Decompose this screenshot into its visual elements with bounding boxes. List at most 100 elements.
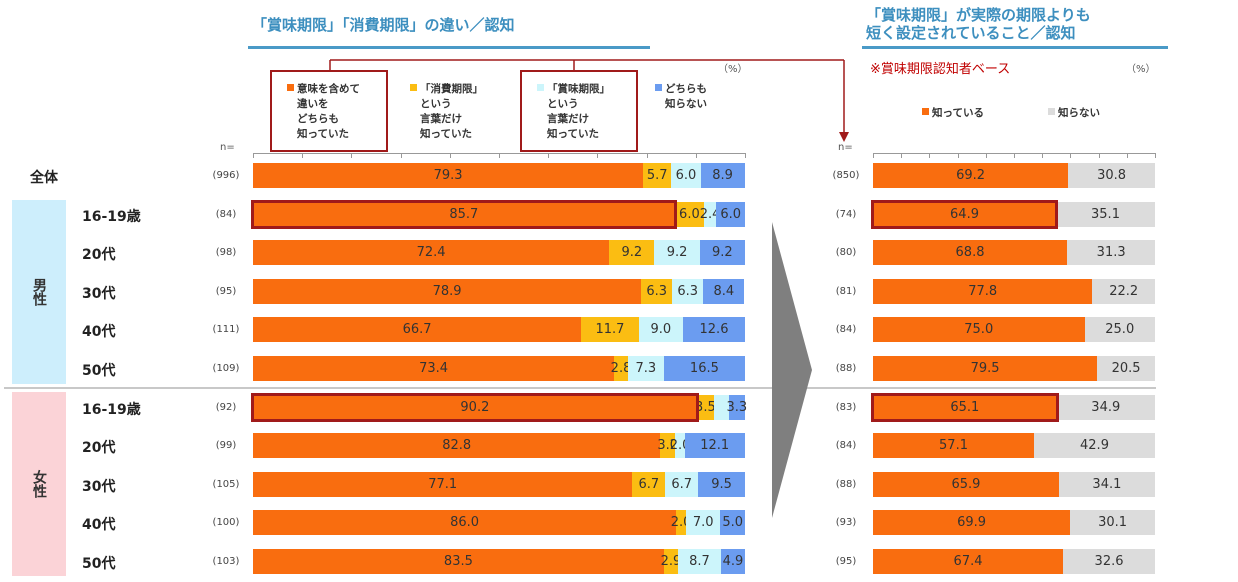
bar-value-label: 64.9 bbox=[950, 206, 979, 222]
left-chart-title: 「賞味期限」「消費期限」の違い／認知 bbox=[252, 16, 515, 34]
bar-left-3: 8.4 bbox=[703, 278, 745, 304]
bar-right-1: 34.1 bbox=[1058, 471, 1155, 497]
row-label: 16-19歳 bbox=[82, 401, 141, 418]
legend-text-line: という bbox=[410, 97, 483, 112]
bar-left-2: 8.7 bbox=[678, 549, 721, 574]
bar-value-label: 2.9 bbox=[660, 554, 682, 569]
left-axis-tick bbox=[548, 153, 550, 158]
right-n-label: n= bbox=[838, 142, 853, 153]
bar-right-0: 77.8 bbox=[873, 278, 1093, 304]
bar-value-label: 68.8 bbox=[955, 245, 985, 261]
gender-label-female: 女性 bbox=[31, 470, 47, 498]
legend-highlight-box-1 bbox=[270, 70, 388, 152]
legend-text-line: 知っていた bbox=[410, 127, 483, 142]
bar-left-0: 85.7 bbox=[253, 201, 675, 227]
bar-left-2: 6.3 bbox=[672, 278, 704, 304]
left-axis-tick bbox=[745, 153, 746, 158]
bar-left-3: 3.3 bbox=[727, 394, 747, 420]
bar-left-2: 9.0 bbox=[638, 317, 683, 343]
right-title-underline bbox=[862, 46, 1168, 49]
row-n-right: (74) bbox=[835, 208, 857, 220]
legend-label: という bbox=[420, 98, 452, 110]
legend-highlight-box-2 bbox=[520, 70, 638, 152]
bar-right-1: 35.1 bbox=[1056, 201, 1155, 227]
legend-label: 言葉だけ bbox=[547, 113, 589, 125]
gender-label-male: 男性 bbox=[31, 278, 47, 306]
left-title-underline bbox=[248, 46, 650, 49]
left-axis-tick bbox=[499, 153, 500, 158]
right-chart-title-line2: 短く設定されていること／認知 bbox=[866, 24, 1076, 42]
bar-left-3: 8.9 bbox=[700, 163, 745, 188]
bar-right-0: 65.1 bbox=[873, 394, 1057, 420]
bar-value-label: 12.1 bbox=[700, 438, 730, 454]
highlight-right bbox=[871, 392, 1059, 422]
bar-right-1: 31.3 bbox=[1067, 240, 1156, 266]
row-n-right: (84) bbox=[835, 440, 857, 452]
bar-left-3: 12.6 bbox=[683, 317, 745, 343]
bar-value-label: 9.2 bbox=[712, 245, 733, 261]
row-n-right: (81) bbox=[835, 285, 857, 297]
legend-text-line: 知らない bbox=[655, 97, 707, 112]
bar-left-2: 2.0 bbox=[670, 433, 690, 459]
bar-value-label: 7.3 bbox=[635, 361, 657, 376]
bar-value-label: 86.0 bbox=[450, 515, 480, 531]
bar-right-1: 34.9 bbox=[1056, 394, 1155, 420]
bar-value-label: 42.9 bbox=[1080, 438, 1109, 454]
bar-left-0: 66.7 bbox=[253, 317, 582, 343]
bar-value-label: 6.0 bbox=[679, 206, 700, 222]
bar-left-2: 9.2 bbox=[654, 240, 700, 266]
bar-left-1: 5.7 bbox=[643, 163, 672, 188]
bar-right-0: 67.4 bbox=[873, 549, 1064, 574]
bar-value-label: 79.3 bbox=[433, 168, 463, 183]
row-n-right: (84) bbox=[835, 324, 857, 336]
bar-right-0: 68.8 bbox=[873, 240, 1068, 266]
legend-text-line: 言葉だけ bbox=[410, 112, 483, 127]
left-axis-tick bbox=[695, 153, 697, 158]
legend-item-left-3: どちらも 知らない bbox=[655, 82, 707, 112]
legend-swatch bbox=[537, 84, 544, 91]
legend-swatch-orange bbox=[922, 108, 929, 115]
bar-value-label: 65.9 bbox=[951, 476, 981, 492]
right-unit-label: （%） bbox=[1126, 64, 1156, 75]
bar-value-label: 78.9 bbox=[432, 283, 462, 299]
left-axis-tick bbox=[449, 153, 451, 158]
bar-left-3: 16.5 bbox=[663, 356, 745, 381]
bar-value-label: 35.1 bbox=[1091, 206, 1120, 222]
highlight-left bbox=[251, 199, 677, 229]
bar-right-0: 79.5 bbox=[873, 356, 1098, 381]
row-n-left: (92) bbox=[215, 401, 237, 413]
bar-value-label: 16.5 bbox=[689, 361, 719, 376]
bar-value-label: 75.0 bbox=[964, 322, 994, 338]
legend-label: 知っていた bbox=[297, 128, 349, 140]
legend-text-line: 知っていた bbox=[537, 127, 610, 142]
right-axis-tick bbox=[1098, 153, 1100, 158]
row-label: 全体 bbox=[30, 170, 58, 186]
legend-text-line: 意味を含めて bbox=[287, 82, 360, 97]
bar-value-label: 34.1 bbox=[1092, 476, 1122, 492]
row-label: 50代 bbox=[82, 363, 116, 379]
right-axis-tick bbox=[1042, 153, 1044, 158]
bar-left-1: 6.0 bbox=[674, 201, 705, 227]
bar-value-label: 5.0 bbox=[722, 515, 744, 531]
highlight-left bbox=[251, 392, 699, 422]
legend-item-left-2: 「賞味期限」 という 言葉だけ 知っていた bbox=[537, 82, 610, 142]
bar-value-label: 3.0 bbox=[657, 438, 679, 454]
bar-value-label: 9.2 bbox=[666, 245, 688, 261]
bar-value-label: 6.3 bbox=[646, 283, 668, 299]
bar-value-label: 77.1 bbox=[428, 476, 458, 492]
bar-value-label: 6.7 bbox=[671, 476, 693, 492]
bar-right-0: 64.9 bbox=[873, 201, 1057, 227]
bar-value-label: 7.0 bbox=[692, 515, 714, 531]
legend-item-left-0: 意味を含めて 違いを どちらも 知っていた bbox=[287, 82, 360, 142]
legend-text-line: どちらも bbox=[655, 82, 707, 97]
bar-left-2: 6.0 bbox=[671, 163, 701, 188]
left-axis-tick bbox=[400, 153, 402, 158]
legend-swatch bbox=[655, 84, 662, 91]
row-label: 40代 bbox=[82, 517, 116, 534]
bar-value-label: 3.5 bbox=[695, 399, 716, 415]
left-unit-label: （%） bbox=[718, 64, 748, 75]
bar-value-label: 2.8 bbox=[610, 361, 632, 376]
bar-right-1: 25.0 bbox=[1084, 317, 1155, 343]
row-n-left: (103) bbox=[212, 556, 240, 567]
bar-value-label: 22.2 bbox=[1109, 283, 1139, 299]
